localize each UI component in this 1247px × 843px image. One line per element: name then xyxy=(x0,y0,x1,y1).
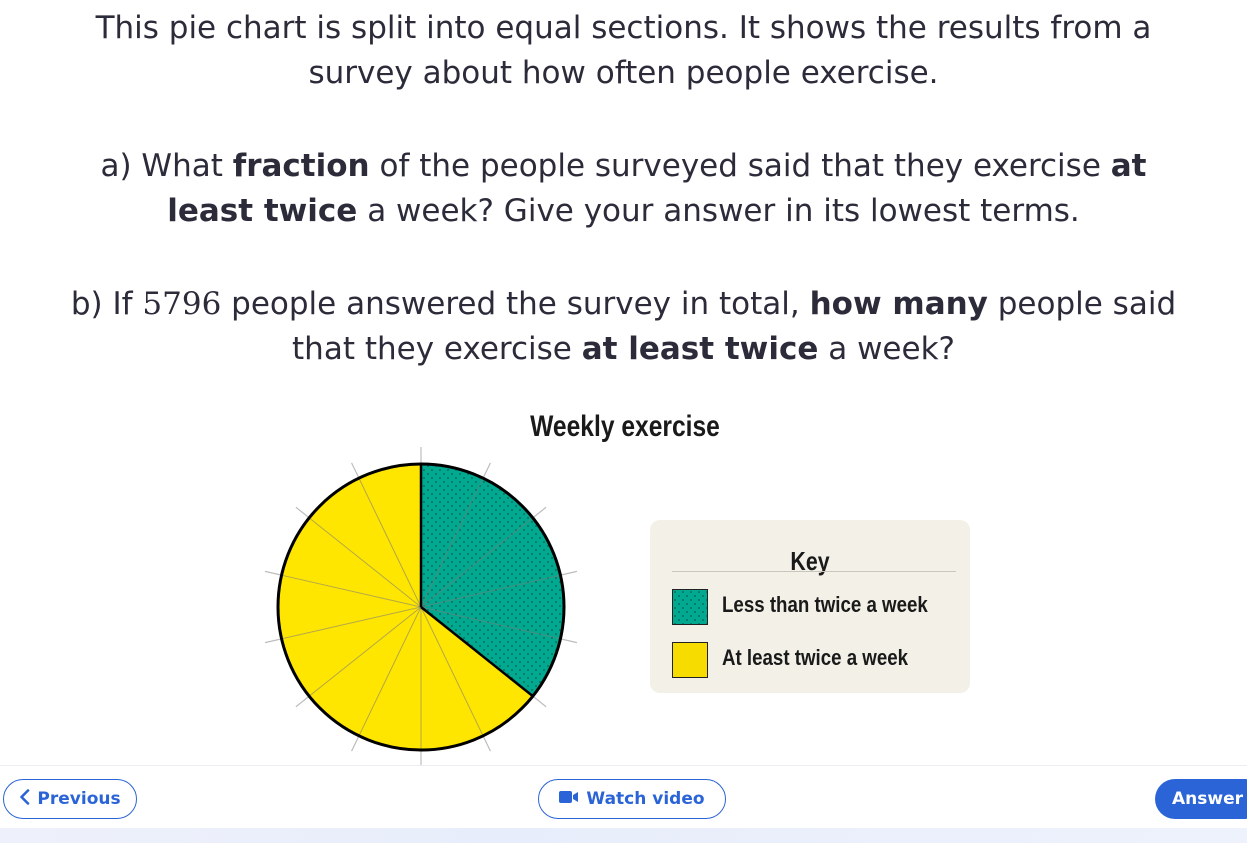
key-label: At least twice a week xyxy=(722,645,909,670)
pie-section-line xyxy=(420,606,484,737)
question-part-a: a) What fraction of the people surveyed … xyxy=(100,148,1147,229)
pie-slice-pattern xyxy=(421,517,561,607)
pie-section-line xyxy=(358,477,422,608)
pie-chart xyxy=(264,447,578,767)
key-title: Key xyxy=(790,546,830,576)
chart-key: Key Less than twice a week At least twic… xyxy=(650,520,970,693)
pie-slice-at-least-twice xyxy=(421,607,533,736)
pie-slice-at-least-twice xyxy=(278,575,421,639)
question-part-b: b) If 5796 people answered the survey in… xyxy=(70,286,1177,367)
bottom-glow xyxy=(0,828,1247,843)
key-swatch-yellow xyxy=(672,642,708,678)
pie-slice-at-least-twice xyxy=(281,607,421,697)
chart-title: Weekly exercise xyxy=(530,410,720,443)
pie-section-line xyxy=(420,517,534,608)
pie-slice-pattern xyxy=(421,464,484,607)
pie-slice-pattern xyxy=(421,575,564,639)
answer-button[interactable]: Answer xyxy=(1155,779,1247,819)
question-intro: This pie chart is split into equal secti… xyxy=(95,10,1152,91)
previous-button[interactable]: Previous xyxy=(3,779,137,819)
question-text: This pie chart is split into equal secti… xyxy=(0,0,1247,372)
key-swatch-teal xyxy=(672,589,708,625)
pie-slice-pattern xyxy=(421,478,533,607)
pie-slice-at-least-twice xyxy=(309,478,421,607)
pie-outline xyxy=(276,462,566,752)
key-label: Less than twice a week xyxy=(722,592,928,617)
pie-section-line xyxy=(420,477,484,608)
pie-slice-at-least-twice xyxy=(281,517,421,607)
pie-section-line xyxy=(420,574,561,608)
pie-section-line xyxy=(308,606,422,697)
pie-slice-at-least-twice xyxy=(309,607,421,736)
key-divider xyxy=(672,571,956,572)
pie-section-line xyxy=(308,517,422,608)
bottom-navigation: Previous Watch video Answer xyxy=(0,765,1247,843)
watch-video-button[interactable]: Watch video xyxy=(538,779,726,819)
video-camera-icon xyxy=(559,789,579,809)
pie-section-line xyxy=(281,606,422,640)
pie-section-line xyxy=(358,606,422,737)
pie-slice-at-least-twice xyxy=(421,607,484,750)
pie-slice-pattern xyxy=(421,607,561,697)
pie-slice-at-least-twice xyxy=(358,607,421,750)
pie-section-line xyxy=(420,606,561,640)
survey-total-number: 5796 xyxy=(142,286,222,322)
pie-slice-at-least-twice xyxy=(358,464,421,607)
pie-section-line xyxy=(281,574,422,608)
chevron-left-icon xyxy=(19,788,30,810)
pie-category-boundary xyxy=(420,606,534,698)
